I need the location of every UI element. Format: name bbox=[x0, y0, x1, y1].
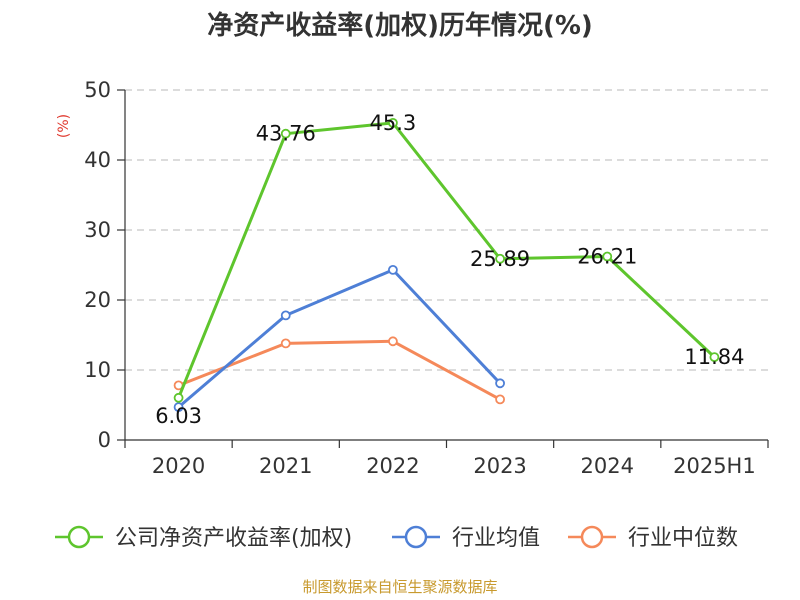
legend-label: 行业均值 bbox=[452, 526, 540, 551]
x-tick-label: 2021 bbox=[259, 454, 312, 478]
y-tick-label: 0 bbox=[98, 428, 111, 452]
legend-marker bbox=[580, 525, 604, 549]
legend-marker bbox=[67, 525, 91, 549]
series-line bbox=[177, 339, 502, 401]
legend-item[interactable]: 行业中位数 bbox=[568, 525, 738, 551]
data-source-note: 制图数据来自恒生聚源数据库 bbox=[302, 578, 497, 596]
data-label: 45.3 bbox=[370, 111, 417, 135]
legend-item[interactable]: 公司净资产收益率(加权) bbox=[55, 525, 352, 551]
legend-item[interactable]: 行业均值 bbox=[392, 525, 540, 551]
series-group: 6.03 43.76 45.3 25.89 26.21 11.84 bbox=[155, 111, 744, 428]
series-line bbox=[177, 121, 716, 400]
y-tick-label: 30 bbox=[84, 218, 111, 242]
y-axis-label: (%) bbox=[56, 114, 72, 138]
y-tick-label: 10 bbox=[84, 358, 111, 382]
x-tick-label: 2024 bbox=[581, 454, 634, 478]
series-point bbox=[173, 402, 184, 413]
series-point bbox=[602, 251, 613, 262]
chart-title: 净资产收益率(加权)历年情况(%) bbox=[207, 10, 593, 41]
series-point bbox=[388, 336, 398, 347]
series-point bbox=[280, 310, 291, 321]
y-tick-label: 20 bbox=[84, 288, 111, 312]
series-point bbox=[495, 253, 505, 264]
x-tick-label: 2022 bbox=[366, 454, 419, 478]
series-point bbox=[280, 338, 291, 349]
y-tick-label: 50 bbox=[84, 78, 111, 102]
series-point bbox=[388, 118, 398, 128]
series-point bbox=[173, 392, 184, 403]
data-label: 25.89 bbox=[470, 247, 530, 271]
legend[interactable]: 公司净资产收益率(加权) 行业均值 行业中位数 bbox=[55, 525, 738, 551]
legend-marker bbox=[404, 525, 428, 549]
series-point bbox=[388, 264, 398, 275]
series-point bbox=[709, 352, 720, 363]
series-point bbox=[495, 394, 505, 405]
data-label: 43.76 bbox=[256, 122, 316, 146]
data-label: 6.03 bbox=[155, 404, 202, 428]
series-point bbox=[495, 378, 505, 389]
x-tick-label: 2025H1 bbox=[673, 454, 756, 478]
series-line bbox=[177, 268, 502, 409]
axes: 0 10 20 30 40 50 2020 2021 2022 2023 2024 2025H1 bbox=[84, 78, 769, 478]
x-tick-label: 2020 bbox=[152, 454, 205, 478]
data-label: 11.84 bbox=[684, 345, 744, 369]
legend-label: 行业中位数 bbox=[628, 526, 738, 551]
data-label: 26.21 bbox=[577, 245, 637, 269]
x-tick-label: 2023 bbox=[473, 454, 526, 478]
series-point bbox=[280, 128, 291, 139]
y-tick-label: 40 bbox=[84, 148, 111, 172]
legend-label: 公司净资产收益率(加权) bbox=[115, 526, 352, 551]
